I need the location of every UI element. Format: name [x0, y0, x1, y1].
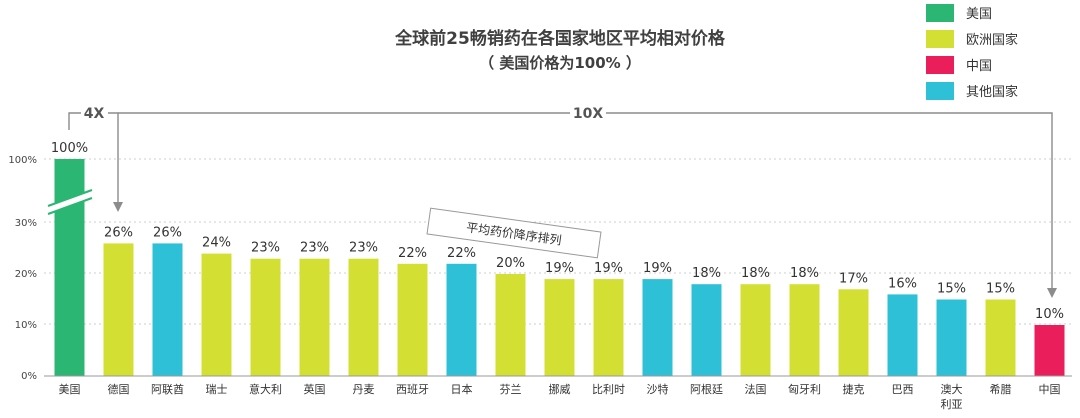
category-label: 意大利: [249, 382, 282, 396]
y-tick-label: 0%: [21, 371, 37, 382]
value-label: 20%: [496, 256, 525, 271]
axis-break-mark: [47, 189, 93, 207]
value-label: 18%: [741, 266, 770, 281]
bar-英国: [299, 258, 330, 376]
category-labels: 美国 德国 阿联酋 瑞士 意大利 英国 丹麦 西班牙 日本 芬兰 挪威 比利时 沙特 阿根廷 法国 匈牙利 捷克…: [59, 382, 1061, 411]
value-label: 18%: [692, 266, 721, 281]
bar-德国: [103, 243, 134, 376]
category-label: 美国: [59, 383, 81, 396]
category-label: 法国: [745, 382, 767, 396]
category-label: 中国: [1039, 383, 1061, 396]
value-label: 16%: [888, 276, 917, 291]
legend-label-eu: 欧洲国家: [966, 32, 1018, 48]
y-tick-label: 30%: [15, 218, 37, 229]
category-label: 阿根廷: [690, 382, 723, 396]
y-tick-label: 10%: [15, 320, 37, 331]
category-label: 瑞士: [206, 382, 228, 396]
value-label: 15%: [986, 282, 1015, 297]
value-label: 10%: [1035, 307, 1064, 322]
bar-匈牙利: [789, 284, 820, 376]
category-label: 利亚: [941, 398, 963, 411]
y-tick-label: 100%: [8, 155, 37, 166]
category-label: 德国: [108, 382, 130, 396]
bar-日本: [446, 263, 477, 376]
bar-捷克: [838, 289, 869, 376]
y-axis: 0% 10% 20% 30% 100%: [8, 155, 37, 382]
legend-label-cn: 中国: [966, 59, 992, 74]
value-label: 19%: [545, 261, 574, 276]
value-label: 22%: [398, 246, 427, 261]
value-label: 17%: [839, 271, 868, 286]
legend-swatch-cn: [926, 56, 954, 74]
arrow-line: [606, 112, 1053, 288]
value-label: 24%: [202, 236, 231, 251]
value-label: 100%: [51, 141, 88, 156]
y-tick-label: 20%: [15, 269, 37, 280]
category-label: 匈牙利: [788, 382, 821, 396]
category-label: 沙特: [647, 382, 669, 396]
value-label: 19%: [643, 261, 672, 276]
value-label: 26%: [153, 225, 182, 240]
value-label: 18%: [790, 266, 819, 281]
value-label: 19%: [594, 261, 623, 276]
bar-芬兰: [495, 274, 526, 376]
legend-label-other: 其他国家: [966, 84, 1018, 100]
bar-丹麦: [348, 258, 379, 376]
value-labels: 100% 26% 26% 24% 23% 23% 23% 22% 22% 20% 19% 19% 19%…: [51, 141, 1064, 322]
category-label: 日本: [451, 382, 473, 396]
bar-中国: [1034, 325, 1065, 376]
bar-挪威: [544, 279, 575, 376]
bar-阿联酋: [152, 243, 183, 376]
bar-法国: [740, 284, 771, 376]
chart-title: 全球前25畅销药在各国家地区平均相对价格: [394, 28, 726, 49]
bars: [54, 159, 1065, 376]
value-label: 23%: [349, 241, 378, 256]
bar-巴西: [887, 294, 918, 376]
value-label: 22%: [447, 246, 476, 261]
category-label: 希腊: [990, 382, 1012, 396]
category-label: 芬兰: [500, 383, 522, 396]
axis-break-gap: [50, 190, 90, 214]
arrow-head: [113, 202, 123, 212]
bar-沙特: [642, 279, 673, 376]
legend: 美国 欧洲国家 中国 其他国家: [926, 4, 1018, 100]
value-label: 26%: [104, 225, 133, 240]
axis-break: [47, 189, 93, 215]
category-label: 阿联酋: [151, 382, 184, 396]
bar-希腊: [985, 299, 1016, 376]
bar-澳大利亚: [936, 299, 967, 376]
category-label: 捷克: [843, 382, 865, 396]
legend-swatch-other: [926, 82, 954, 100]
legend-swatch-eu: [926, 30, 954, 48]
chart-subtitle: （ 美国价格为100% ）: [479, 54, 641, 72]
ratio-label-4x: 4X: [84, 106, 105, 122]
bar-比利时: [593, 279, 624, 376]
arrow-line: [108, 112, 119, 202]
category-label: 西班牙: [396, 383, 429, 396]
value-label: 15%: [937, 282, 966, 297]
category-label: 英国: [304, 382, 326, 396]
axis-break-mark: [47, 197, 93, 215]
arrow-line: [68, 112, 81, 130]
bar-意大利: [250, 258, 281, 376]
value-label: 23%: [300, 241, 329, 256]
bar-西班牙: [397, 263, 428, 376]
category-label: 挪威: [549, 382, 571, 396]
category-label: 比利时: [592, 383, 625, 396]
bar-阿根廷: [691, 284, 722, 376]
category-label: 丹麦: [353, 383, 375, 396]
ratio-arrow-10x: [118, 112, 1057, 298]
legend-swatch-us: [926, 4, 954, 22]
category-label: 澳大: [941, 382, 963, 396]
bar-美国: [54, 159, 85, 376]
legend-label-us: 美国: [966, 7, 992, 22]
bar-瑞士: [201, 253, 232, 376]
arrow-head: [1047, 288, 1057, 298]
value-label: 23%: [251, 241, 280, 256]
ratio-label-10x: 10X: [573, 106, 603, 122]
sort-note-box: [426, 207, 602, 259]
category-label: 巴西: [892, 383, 914, 396]
